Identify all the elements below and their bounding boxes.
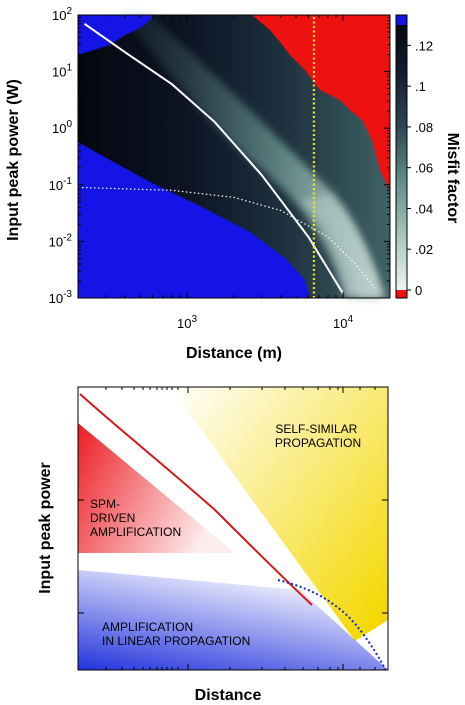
y-tick-label: 10-2: [49, 232, 73, 249]
red-solid-curve: [79, 393, 313, 606]
heatmap-ylabel: Input peak power (W): [5, 79, 22, 241]
colorbar-tick-label: .12: [415, 38, 433, 53]
label-linear-amplification: AMPLIFICATION IN LINEAR PROPAGATION: [102, 620, 250, 648]
series-white-solid-curve: [83, 22, 344, 295]
heatmap-xlabel: Distance (m): [186, 345, 282, 362]
heatmap-tick-labels: 10-3 10-2 10-1 100 101 102 103 104: [49, 6, 354, 331]
heatmap-misfit-ridge: [120, 15, 385, 298]
diagram-tick-marks: [78, 387, 388, 670]
heatmap-region-under-range: [252, 15, 390, 190]
colorbar-tick-label: .02: [415, 242, 433, 257]
colorbar-ticks: [407, 44, 411, 291]
y-tick-label: 102: [52, 6, 72, 23]
diagram-xlabel: Distance: [195, 687, 262, 704]
label-spm-driven: SPM- DRIVEN AMPLIFICATION: [90, 497, 181, 539]
series-white-dotted-curve: [77, 186, 376, 289]
colorbar-over-swatch: [396, 15, 407, 25]
colorbar-tick-label: .08: [415, 120, 433, 135]
heatmap-region-over-range: [78, 15, 155, 55]
y-tick-label: 100: [52, 119, 72, 136]
y-tick-label: 101: [52, 63, 72, 80]
diagram-frame: [77, 386, 389, 671]
colorbar-tick-label: 0: [415, 283, 422, 298]
diagram-ylabel: Input peak power: [37, 462, 54, 594]
heatmap-tick-marks: [77, 14, 391, 299]
colorbar-label: Misfit factor: [444, 133, 461, 224]
y-tick-label: 10-3: [49, 289, 73, 306]
colorbar-under-swatch: [396, 290, 407, 298]
regime-diagram-panel: SELF-SIMILAR PROPAGATION SPM- DRIVEN AMP…: [37, 386, 389, 704]
region-linear-amplification: [78, 570, 388, 670]
colorbar-tick-labels: 0 .02 .04 .06 .08 .1 .12: [415, 38, 433, 298]
label-self-similar: SELF-SIMILAR PROPAGATION: [275, 422, 361, 450]
region-spm-driven: [78, 423, 235, 553]
heatmap-panel: 10-3 10-2 10-1 100 101 102 103 104 Distance (m)…: [5, 6, 391, 362]
colorbar-frame: [395, 14, 408, 299]
heatmap-region-low-power: [78, 142, 310, 298]
region-self-similar: [170, 387, 388, 641]
colorbar-tick-label: .04: [415, 201, 433, 216]
colorbar: 0 .02 .04 .06 .08 .1 .12 Misfit factor: [395, 14, 461, 299]
heatmap-light-band: [300, 195, 380, 298]
colorbar-tick-label: .06: [415, 161, 433, 176]
y-tick-label: 10-1: [49, 176, 73, 193]
blue-dotted-curve: [277, 579, 387, 671]
colorbar-gradient: [396, 25, 407, 290]
x-tick-label: 103: [177, 314, 197, 331]
colorbar-tick-label: .1: [415, 79, 426, 94]
x-tick-label: 104: [333, 314, 353, 331]
